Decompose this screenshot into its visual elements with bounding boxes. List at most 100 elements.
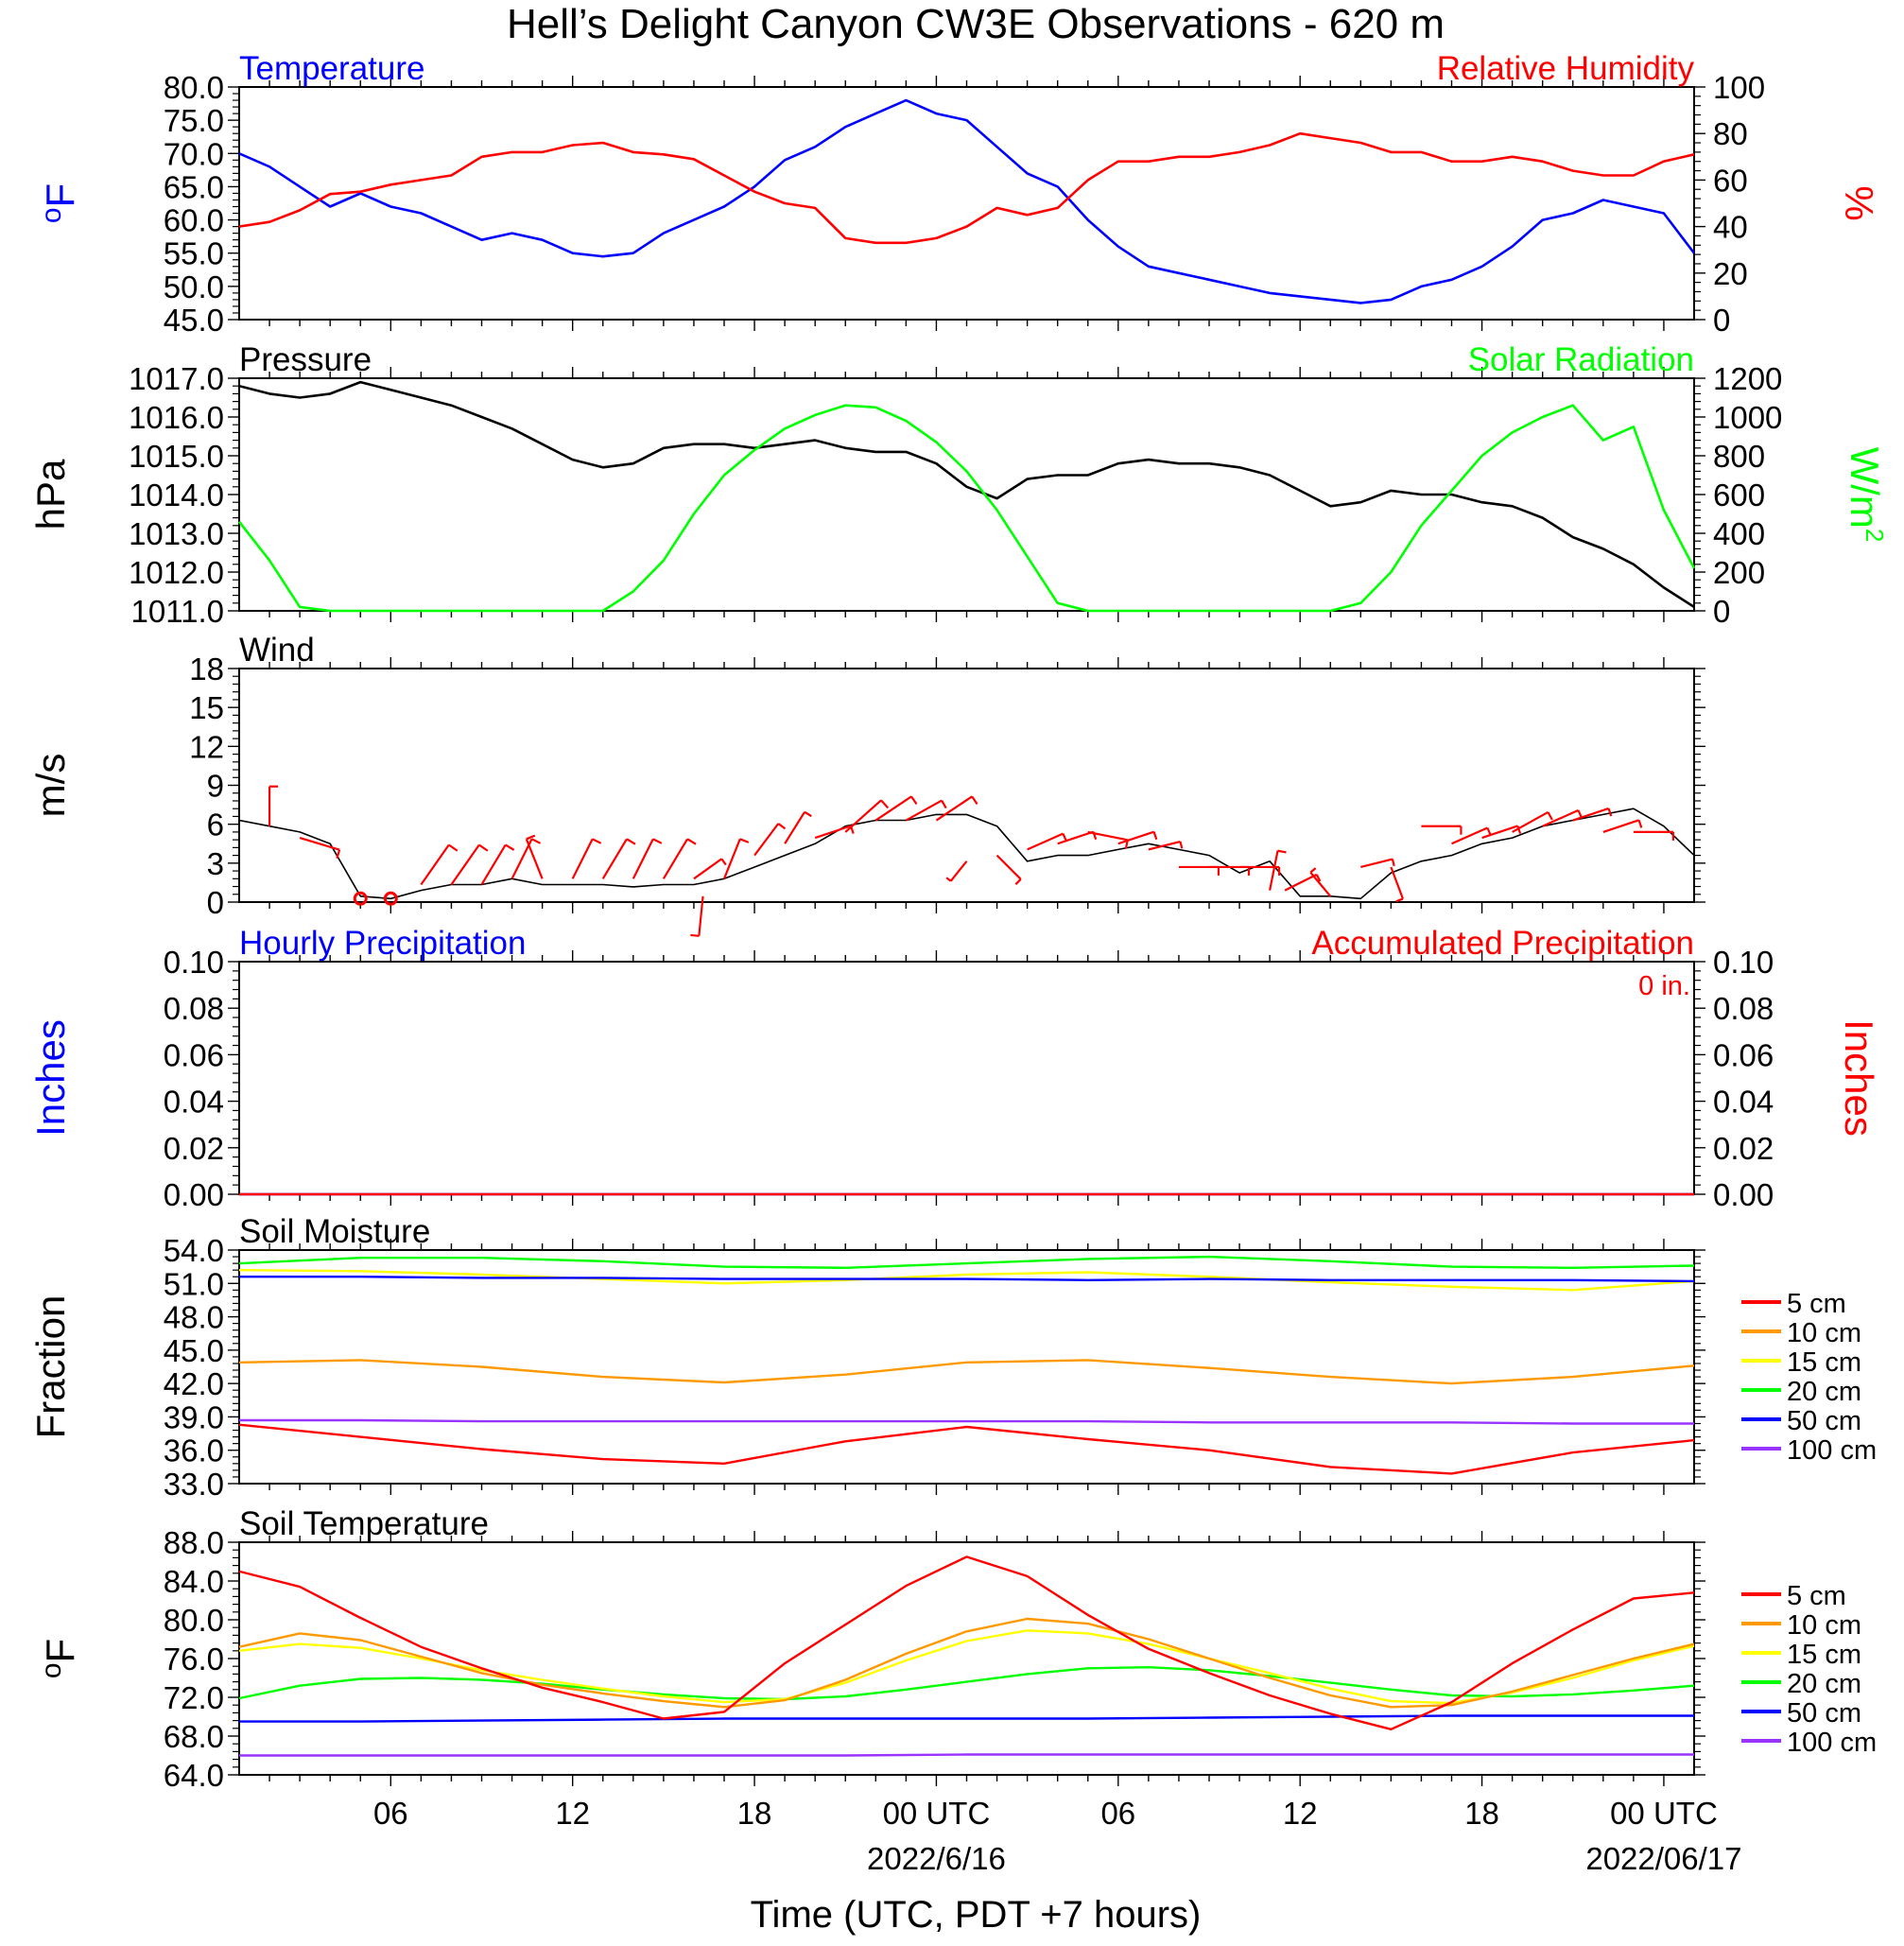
wind-barb <box>1512 810 1549 833</box>
wind-barb <box>784 811 806 844</box>
y2-tick-label: 0 <box>1713 303 1730 338</box>
y2-axis-label: Inches <box>1837 1019 1881 1137</box>
wind-barb <box>1148 840 1181 851</box>
legend-label: 10 cm <box>1787 1610 1861 1641</box>
legend-label: 20 cm <box>1787 1669 1861 1699</box>
y-tick-label: 0.10 <box>164 945 224 980</box>
wind-barb-flag <box>1179 841 1184 849</box>
y-axis-label: hPa <box>28 459 73 530</box>
series-100-cm <box>239 1753 1694 1757</box>
panel-frame <box>238 961 1695 1195</box>
y-axis-label: m/s <box>28 754 73 818</box>
y-tick-label: 84.0 <box>164 1564 224 1599</box>
series-pressure <box>238 380 1695 608</box>
wind-barb-flag <box>1391 859 1395 867</box>
series-wind <box>238 808 1695 900</box>
calm-wind-marker <box>383 891 398 906</box>
y-tick-label: 9 <box>207 769 224 804</box>
series-20-cm <box>238 1665 1695 1701</box>
wind-barb <box>935 795 973 822</box>
wind-barb <box>632 838 654 879</box>
y-axis-label: oF <box>36 183 82 223</box>
y2-axis-label: W/m2 <box>1843 447 1889 543</box>
y-axis-label: Inches <box>28 1019 73 1137</box>
wind-barb-flag <box>478 843 489 852</box>
y2-tick-label: 800 <box>1713 439 1765 474</box>
panel-frame <box>238 1249 1695 1485</box>
y-tick-label: 1013.0 <box>129 516 224 551</box>
panels: 45.050.055.060.065.070.075.080.002040608… <box>28 50 1889 1793</box>
wind-barb-flag <box>1309 867 1317 874</box>
wind-barb <box>814 825 852 840</box>
wind-barb <box>1451 826 1488 845</box>
panel-right-title: Accumulated Precipitation <box>1311 925 1694 962</box>
wind-barb <box>1360 858 1393 869</box>
series-50-cm <box>239 1275 1695 1283</box>
panel-4: 0.00 0.02 0.04 0.06 0.08 0.10 0.00 0.02 0.04 0.06… <box>28 925 1881 1212</box>
panel-right-title: Relative Humidity <box>1437 50 1695 87</box>
y-tick-label: 45.0 <box>164 303 224 338</box>
panel-left-title: Pressure <box>239 341 372 378</box>
legend-label: 5 cm <box>1787 1289 1846 1319</box>
series-solar-radiation <box>237 404 1696 613</box>
y-tick-label: 70.0 <box>164 136 224 171</box>
panel-frame <box>238 377 1695 612</box>
wind-barb-flag <box>592 838 602 844</box>
x-tick-label: 06 <box>373 1796 408 1831</box>
y2-tick-label: 0.10 <box>1713 945 1774 980</box>
wind-barb-flag <box>652 838 663 844</box>
legend-label: 20 cm <box>1787 1377 1861 1407</box>
x-tick-label: 06 <box>1100 1796 1135 1831</box>
panel-1: 45.050.055.060.065.070.075.080.0 0 20 40 60 8… <box>36 50 1881 338</box>
wind-barb <box>1572 807 1609 822</box>
legend-label: 100 cm <box>1787 1435 1877 1466</box>
wind-barb <box>905 799 943 822</box>
legend-label: 15 cm <box>1787 1347 1861 1378</box>
y-tick-label: 6 <box>207 808 224 843</box>
y-tick-label: 0.04 <box>164 1085 224 1120</box>
wind-barb <box>1027 832 1064 851</box>
wind-barb-flag <box>1547 811 1553 821</box>
y-tick-label: 80.0 <box>164 1603 224 1638</box>
y2-tick-label: 0.06 <box>1713 1037 1774 1072</box>
wind-barb <box>844 799 882 833</box>
wind-barb <box>1309 871 1332 897</box>
y-tick-label: 0.06 <box>164 1037 224 1072</box>
wind-barb <box>693 858 722 880</box>
wind-barb <box>1269 850 1279 891</box>
wind-barb-flag <box>336 849 341 859</box>
wind-barb-flag <box>448 843 459 852</box>
wind-barb <box>480 843 507 886</box>
y2-tick-label: 600 <box>1713 478 1765 513</box>
series-5-cm <box>238 1423 1695 1475</box>
y2-axis-label: % <box>1837 185 1881 220</box>
y-tick-label: 0 <box>207 885 224 920</box>
wind-barb-flag <box>880 799 890 809</box>
y2-tick-label: 200 <box>1713 555 1765 590</box>
y-tick-label: 60.0 <box>164 203 224 238</box>
y-tick-label: 72.0 <box>164 1680 224 1715</box>
y2-tick-label: 400 <box>1713 516 1765 551</box>
y-tick-label: 55.0 <box>164 236 224 271</box>
x-axis-label: Time (UTC, PDT +7 hours) <box>751 1894 1202 1936</box>
wind-barb-flag <box>686 838 697 845</box>
wind-barb-flag <box>526 834 536 841</box>
panel-left-title: Temperature <box>239 50 424 87</box>
y2-tick-label: 0.02 <box>1713 1131 1774 1166</box>
wind-barb <box>753 823 780 857</box>
wind-barb <box>601 838 628 879</box>
y-tick-label: 68.0 <box>164 1719 224 1754</box>
x-tick-label: 00 UTC <box>883 1796 991 1831</box>
series-10-cm <box>238 1359 1695 1385</box>
y2-tick-label: 0 <box>1713 594 1730 629</box>
wind-barb <box>571 838 594 879</box>
y-tick-label: 0.08 <box>164 991 224 1026</box>
wind-barb <box>1284 873 1318 892</box>
x-tick-label: 18 <box>1464 1796 1499 1831</box>
x-date-label: 2022/06/17 <box>1585 1841 1741 1876</box>
series-100-cm <box>239 1418 1694 1425</box>
wind-barb-flag <box>1395 897 1404 903</box>
